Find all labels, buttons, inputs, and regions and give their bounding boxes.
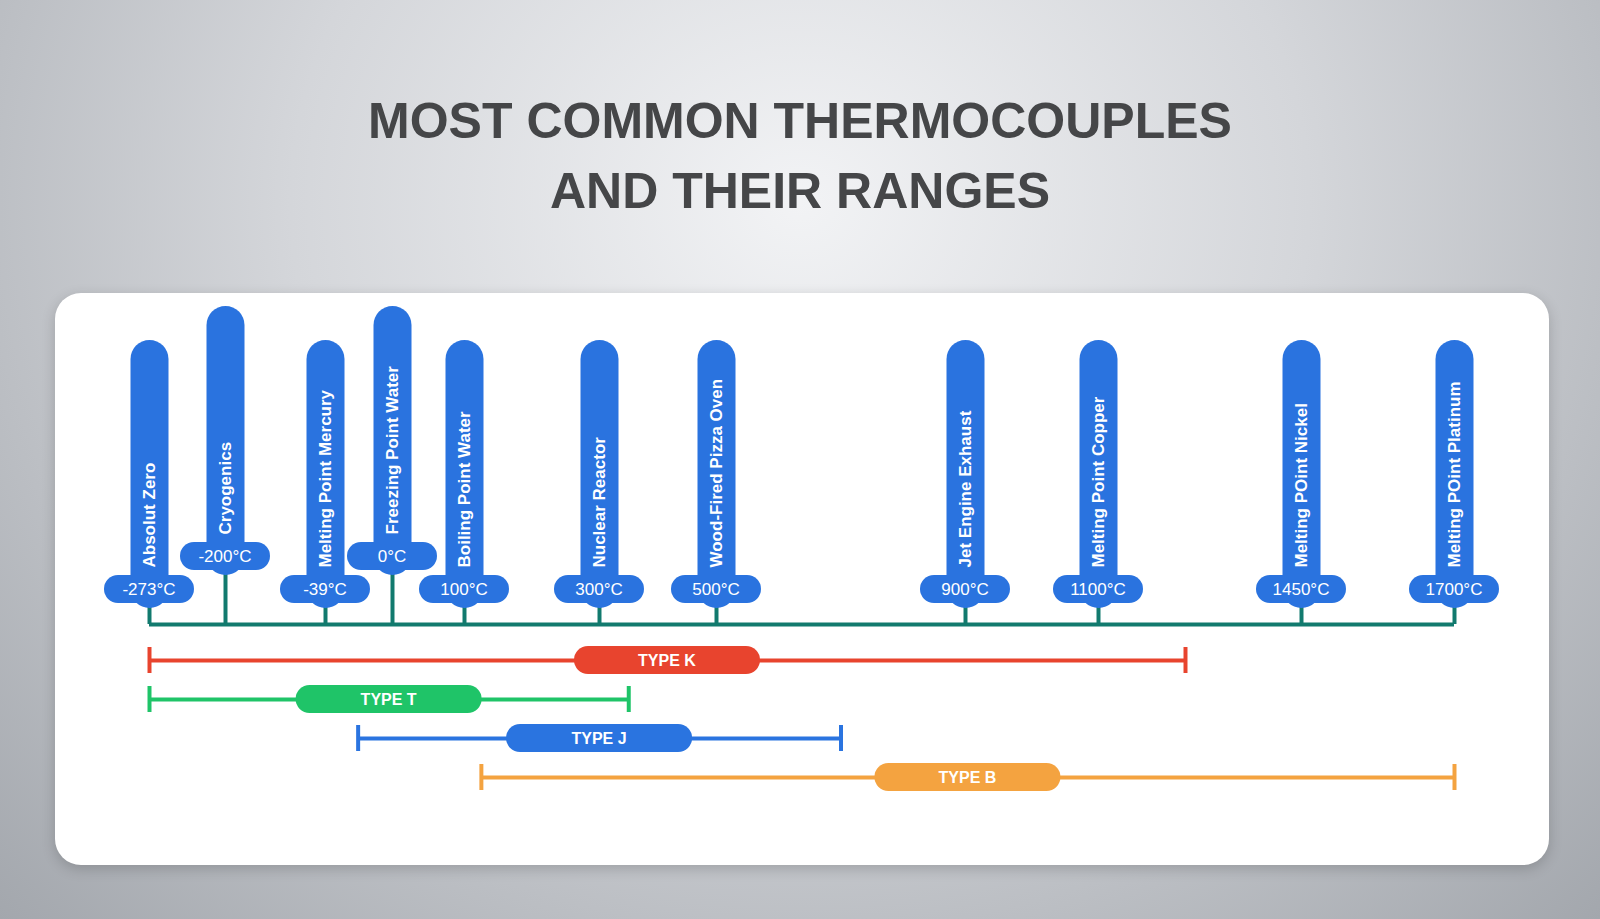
svg-text:TYPE B: TYPE B xyxy=(939,769,997,786)
svg-text:Melting Point Mercury: Melting Point Mercury xyxy=(316,389,335,567)
svg-text:Cryogenics: Cryogenics xyxy=(216,442,235,535)
svg-text:300°C: 300°C xyxy=(575,580,622,599)
svg-text:Freezing Point Water: Freezing Point Water xyxy=(383,366,402,535)
svg-text:0°C: 0°C xyxy=(378,547,407,566)
svg-text:Boiling Point Water: Boiling Point Water xyxy=(455,411,474,568)
svg-text:900°C: 900°C xyxy=(941,580,988,599)
svg-text:Jet Engine Exhaust: Jet Engine Exhaust xyxy=(956,410,975,567)
svg-text:Melting POint Platinum: Melting POint Platinum xyxy=(1445,381,1464,567)
svg-text:100°C: 100°C xyxy=(440,580,487,599)
svg-text:-39°C: -39°C xyxy=(303,580,347,599)
svg-text:Melting POint Nickel: Melting POint Nickel xyxy=(1292,403,1311,567)
svg-text:Nuclear Reactor: Nuclear Reactor xyxy=(590,437,609,568)
html-text:MOST COMMON THERMOCOUPLES AND: MOST COMMON THERMOCOUPLES AND THEIR RANG… xyxy=(368,93,1232,219)
svg-text:-200°C: -200°C xyxy=(198,547,251,566)
svg-text:TYPE K: TYPE K xyxy=(638,652,696,669)
svg-text:1450°C: 1450°C xyxy=(1273,580,1330,599)
svg-text:Wood-Fired Pizza Oven: Wood-Fired Pizza Oven xyxy=(707,379,726,568)
svg-text:-273°C: -273°C xyxy=(122,580,175,599)
svg-text:Absolut Zero: Absolut Zero xyxy=(140,463,159,568)
svg-text:1100°C: 1100°C xyxy=(1070,580,1126,599)
svg-text:500°C: 500°C xyxy=(692,580,739,599)
svg-text:TYPE J: TYPE J xyxy=(572,730,627,747)
svg-text:TYPE T: TYPE T xyxy=(361,691,417,708)
svg-text:Melting Point Copper: Melting Point Copper xyxy=(1089,396,1108,567)
svg-text:1700°C: 1700°C xyxy=(1426,580,1483,599)
